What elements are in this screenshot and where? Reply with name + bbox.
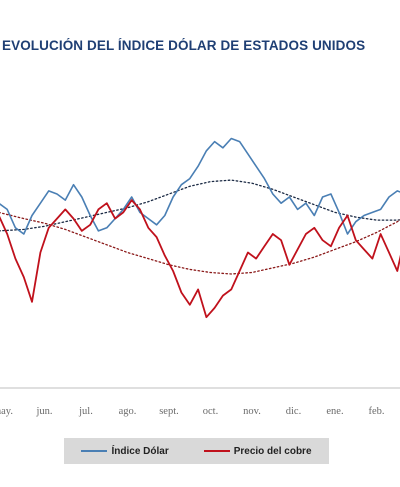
x-tick-label: ago. — [119, 406, 137, 417]
x-tick-label: jul. — [78, 406, 93, 417]
x-tick-label: oct. — [203, 406, 218, 417]
legend-swatch-dollar — [81, 450, 108, 452]
x-tick-label: jun. — [35, 406, 52, 417]
series-line-copper — [0, 199, 400, 319]
x-tick-label: ene. — [326, 406, 343, 417]
x-tick-label: dic. — [286, 406, 301, 417]
x-tick-label: may. — [0, 406, 13, 417]
x-tick-label: nov. — [243, 406, 261, 417]
x-tick-labels: may. jun. jul. ago. sept. oct. nov. dic. ene. feb… — [0, 406, 385, 417]
legend-swatch-copper — [203, 450, 230, 452]
series-line-copper-trend — [0, 212, 400, 275]
series-line-dollar — [0, 137, 400, 235]
legend-item-dollar: Índice Dólar — [81, 445, 169, 457]
chart-legend: Índice Dólar Precio del cobre — [64, 438, 329, 464]
series-line-dollar-trend — [0, 179, 400, 232]
series-layer — [0, 137, 400, 319]
legend-label-dollar: Índice Dólar — [111, 445, 169, 457]
x-tick-label: feb. — [368, 406, 384, 417]
legend-item-copper: Precio del cobre — [203, 445, 312, 457]
x-tick-label: sept. — [159, 406, 179, 417]
legend-label-copper: Precio del cobre — [233, 445, 312, 457]
chart-title: EVOLUCIÓN DEL ÍNDICE DÓLAR DE ESTADOS UN… — [2, 38, 366, 53]
